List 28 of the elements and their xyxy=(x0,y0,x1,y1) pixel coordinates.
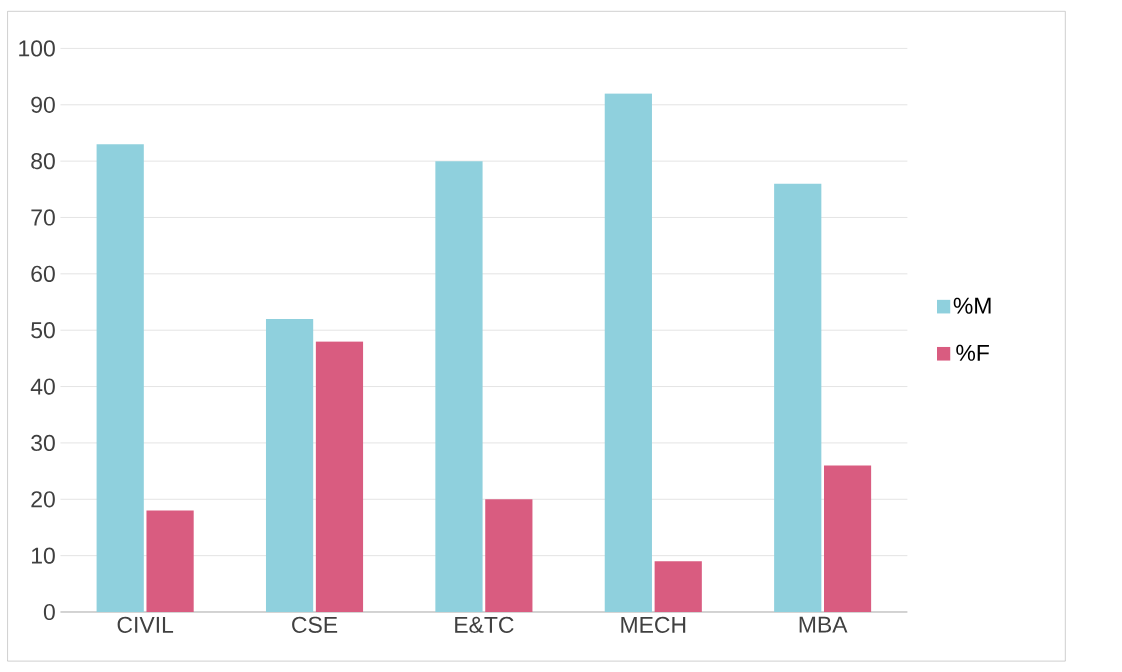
legend-label: %F xyxy=(956,344,989,361)
y-tick-label: 50 xyxy=(31,321,55,339)
bar xyxy=(435,160,483,612)
y-tick-label: 70 xyxy=(31,209,55,226)
bar xyxy=(485,499,533,612)
y-tick-label: 0 xyxy=(43,603,55,620)
bar xyxy=(654,561,702,612)
bar xyxy=(315,341,364,612)
bar xyxy=(824,465,872,612)
x-tick-label: CIVIL xyxy=(117,616,174,633)
y-tick-label: 40 xyxy=(30,378,55,395)
y-tick-label: 10 xyxy=(31,547,55,564)
bar xyxy=(96,144,144,612)
bar xyxy=(774,183,822,612)
bar xyxy=(265,318,314,612)
x-tick-label: MECH xyxy=(621,616,686,633)
x-tick-label: MBA xyxy=(799,616,848,633)
x-tick-label: E&TC xyxy=(455,616,514,633)
y-tick-label: 60 xyxy=(31,265,55,282)
y-tick-label: 20 xyxy=(31,490,55,508)
y-tick-label: 30 xyxy=(31,434,55,451)
y-tick-label: 90 xyxy=(31,96,55,113)
x-tick-label: CSE xyxy=(292,616,338,633)
bar xyxy=(146,510,194,612)
y-tick-label: 80 xyxy=(31,152,55,170)
bar xyxy=(604,93,652,612)
y-tick-label: 100 xyxy=(19,40,55,57)
legend-label: %M xyxy=(953,297,991,314)
